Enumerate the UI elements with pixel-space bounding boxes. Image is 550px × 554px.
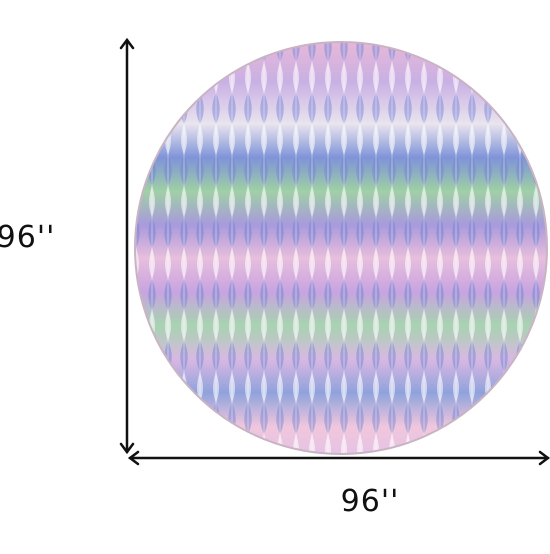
height-label: 96'' xyxy=(0,220,55,255)
rug-edge xyxy=(134,41,548,455)
width-arrow xyxy=(127,450,550,466)
height-arrow xyxy=(119,37,135,455)
rug xyxy=(135,42,547,454)
width-label: 96'' xyxy=(341,484,400,519)
